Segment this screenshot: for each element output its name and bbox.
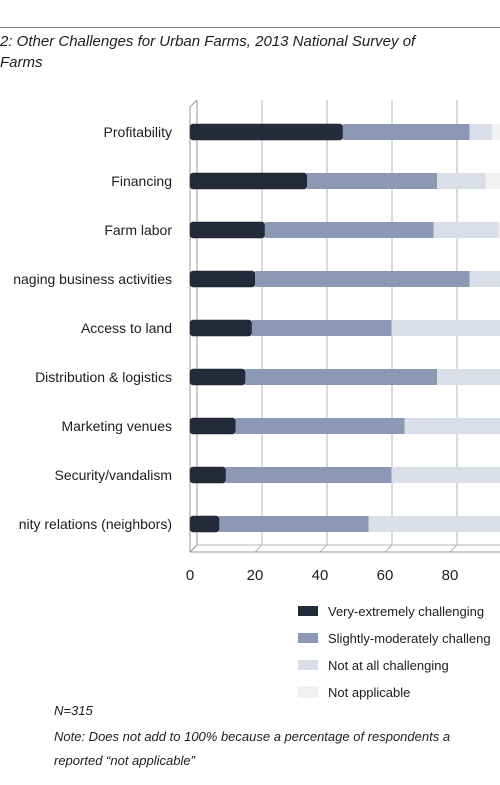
chart-title-line-1: 2: Other Challenges for Urban Farms, 201… <box>0 33 416 50</box>
bar-segment <box>189 172 308 190</box>
bar-segment <box>225 467 392 483</box>
bar-segment <box>189 466 226 484</box>
top-rule <box>0 27 500 28</box>
floor-left-edge <box>189 544 198 553</box>
chart-title-line-2: Farms <box>0 54 43 71</box>
bar-segment <box>469 124 493 140</box>
category-label: Financing <box>111 173 172 189</box>
bar-segment <box>469 271 500 287</box>
bar-segment <box>492 124 500 140</box>
bar-segment <box>437 369 500 385</box>
legend-label: Not at all challenging <box>328 658 449 673</box>
bar-segment <box>189 515 220 533</box>
bar-segment <box>368 516 500 532</box>
x-tick-label: 0 <box>186 567 194 584</box>
footnote-line-2: reported “not applicable” <box>54 753 195 768</box>
category-label: Marketing venues <box>61 418 172 434</box>
bar-segment <box>391 320 500 336</box>
bar-segment <box>264 222 434 238</box>
x-tick-label: 60 <box>377 567 394 584</box>
bar-segment <box>342 124 470 140</box>
category-label: Distribution & logistics <box>35 369 172 385</box>
bar-segment <box>433 222 499 238</box>
bar-segment <box>307 173 437 189</box>
bar-segment <box>255 271 470 287</box>
floor-gridline <box>449 544 458 553</box>
legend-label: Not applicable <box>328 685 410 700</box>
bar-segment <box>189 319 252 337</box>
legend-label: Slightly-moderately challeng <box>328 631 491 646</box>
legend-label: Very-extremely challenging <box>328 604 484 619</box>
floor-gridline <box>319 544 328 553</box>
legend-swatch <box>298 633 318 643</box>
x-tick-label: 40 <box>312 567 329 584</box>
floor-gridline <box>384 544 393 553</box>
category-label: Access to land <box>81 320 172 336</box>
bar-segment <box>189 368 246 386</box>
category-label: Profitability <box>104 124 172 140</box>
bar-segment <box>391 467 500 483</box>
category-label: naging business activities <box>13 271 172 287</box>
category-label: nity relations (neighbors) <box>19 516 172 532</box>
legend-swatch <box>298 606 318 616</box>
bar-segment <box>404 418 500 434</box>
footnote-line-1: Note: Does not add to 100% because a per… <box>54 729 451 744</box>
floor-gridline <box>254 544 263 553</box>
bar-segment <box>189 123 343 141</box>
bar-segment <box>245 369 437 385</box>
bar-segment <box>251 320 392 336</box>
bar-segment <box>189 221 265 239</box>
category-label: Security/vandalism <box>55 467 173 483</box>
x-tick-label: 80 <box>442 567 459 584</box>
bar-segment <box>189 270 256 288</box>
sample-size-note: N=315 <box>54 703 93 718</box>
legend-swatch <box>298 660 318 670</box>
bar-segment <box>437 173 486 189</box>
bar-segment <box>189 417 236 435</box>
wall-top-edge <box>189 99 198 108</box>
category-label: Farm labor <box>104 222 172 238</box>
legend-swatch <box>297 686 319 698</box>
bar-segment <box>219 516 369 532</box>
bar-segment <box>498 222 500 238</box>
bar-segment <box>485 173 500 189</box>
x-tick-label: 20 <box>247 567 264 584</box>
bar-segment <box>235 418 405 434</box>
